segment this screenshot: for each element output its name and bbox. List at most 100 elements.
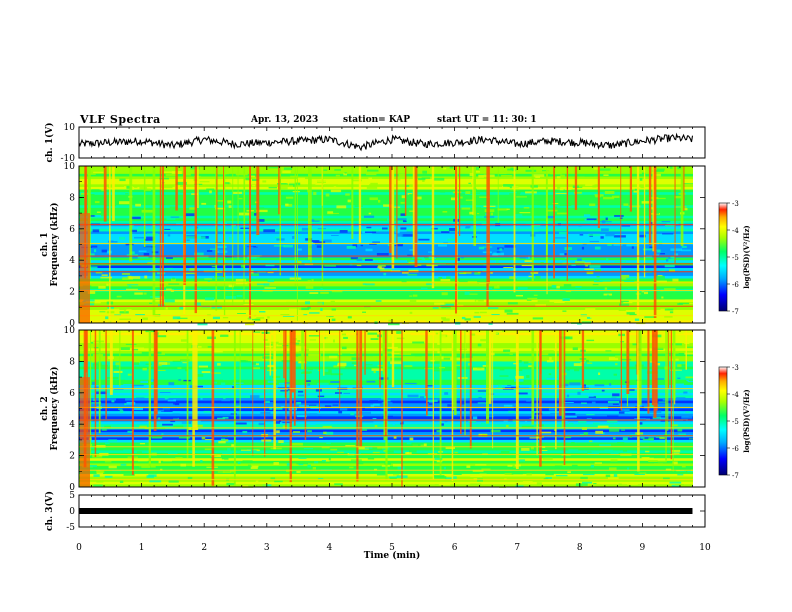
spectrogram-cell (540, 308, 543, 310)
colorbar-label: log(PSD)(V²/Hz) (742, 225, 751, 289)
spectrogram-cell (398, 174, 406, 177)
spectrogram-cell (225, 216, 235, 219)
spectrogram-cell (622, 449, 628, 452)
spectrogram-cell (223, 397, 226, 400)
x-tick-label: 8 (577, 543, 583, 553)
spectrogram-cell (113, 370, 123, 373)
spectrogram-cell (502, 387, 514, 389)
spectrogram-cell (592, 422, 600, 425)
spectrogram-cell (565, 420, 568, 423)
spectrogram-cell (476, 300, 479, 302)
spectrogram-cell (93, 474, 100, 477)
spectrogram-cell (632, 343, 638, 346)
spectrogram-cell (627, 483, 638, 485)
spectrogram-cell (365, 231, 377, 233)
spectrogram-cell (268, 186, 277, 189)
spectrogram-cell (364, 446, 373, 449)
spectrogram-cell (624, 393, 627, 397)
spectrogram-cell (504, 309, 513, 313)
spectrogram-cell (419, 396, 424, 400)
spectrogram-cell (114, 388, 124, 390)
spectrogram-cell (216, 333, 221, 336)
spectrogram-cell (299, 234, 302, 236)
spectrogram-cell (562, 262, 571, 264)
spectrogram-cell (672, 278, 679, 282)
spectrogram-cell (136, 451, 142, 453)
narrowband-line (79, 446, 693, 448)
spectrogram-cell (107, 306, 114, 310)
spectrogram-band (79, 257, 693, 261)
spectrogram-cell (503, 404, 513, 407)
spectrogram-cell (301, 307, 310, 311)
spectrogram-cell (564, 187, 572, 190)
spectrogram-cell (361, 419, 374, 423)
spectrogram-cell (611, 397, 617, 400)
sferic-streak (563, 330, 566, 465)
spectrogram-cell (535, 276, 541, 279)
spectrogram-cell (138, 466, 142, 469)
narrowband-line (79, 271, 693, 273)
spectrogram-cell (94, 249, 97, 253)
spectrogram-cell (137, 459, 148, 462)
spectrogram-cell (476, 207, 482, 210)
spectrogram-cell (262, 180, 267, 183)
spectrogram-cell (434, 408, 443, 411)
spectrogram-band (79, 184, 693, 188)
onset-strip (80, 377, 90, 487)
spectrogram-cell (391, 353, 400, 355)
spectrogram-cell (123, 310, 126, 313)
spectrogram-cell (367, 457, 375, 460)
spectrogram-cell (594, 462, 602, 464)
spectrogram-cell (267, 316, 270, 319)
spectrogram-cell (232, 382, 244, 384)
spectrogram-cell (509, 449, 521, 451)
spectrogram-cell (218, 441, 226, 444)
spectrogram-cell (331, 318, 336, 321)
spectrogram-cell (159, 392, 171, 393)
spectrogram-cell (525, 420, 528, 423)
spectrogram-cell (255, 480, 259, 482)
spectrogram-cell (347, 315, 352, 319)
spectrogram-cell (513, 466, 517, 468)
spectrogram-cell (322, 425, 332, 428)
spectrogram-cell (659, 436, 665, 440)
spectrogram-cell (428, 251, 434, 253)
spectrogram-cell (257, 198, 262, 201)
spectrogram-cell (312, 467, 316, 470)
spectrogram-cell (497, 208, 508, 211)
spectrogram-cell (591, 401, 596, 405)
spectrogram-cell (240, 228, 253, 231)
spectrogram-cell (543, 478, 549, 480)
spectrogram-cell (204, 278, 213, 280)
spectrogram-cell (437, 351, 442, 354)
spectrogram-cell (80, 208, 85, 211)
spectrogram-cell (546, 360, 554, 363)
spectrogram-cell (406, 452, 409, 455)
spectrogram-cell (273, 421, 280, 424)
sferic-streak (401, 330, 403, 487)
spectrogram-cell (276, 430, 280, 434)
spectrogram-cell (251, 362, 256, 365)
spectrogram-cell (285, 203, 289, 206)
spectrogram-cell (366, 380, 376, 383)
spectrogram-cell (370, 404, 375, 407)
spectrogram-cell (523, 361, 529, 364)
spectrogram-cell (590, 316, 600, 319)
spectrogram-cell (587, 316, 592, 319)
sferic-streak (425, 330, 427, 397)
spectrogram-cell (605, 474, 611, 478)
spectrogram-cell (224, 182, 230, 185)
spectrogram-cell (187, 476, 193, 480)
spectrogram-cell (655, 280, 667, 283)
spectrogram-cell (581, 246, 585, 250)
spectrogram-cell (245, 322, 255, 326)
spectrogram-cell (267, 380, 277, 383)
spectrogram-cell (563, 402, 574, 403)
spectrogram-cell (122, 277, 133, 280)
spectrogram-cell (666, 258, 676, 262)
spectrogram-cell (166, 288, 172, 291)
spectrogram-cell (537, 300, 550, 303)
spectrogram-cell (162, 386, 167, 389)
spectrogram-cell (616, 458, 626, 460)
station-label: station= KAP (343, 115, 411, 125)
